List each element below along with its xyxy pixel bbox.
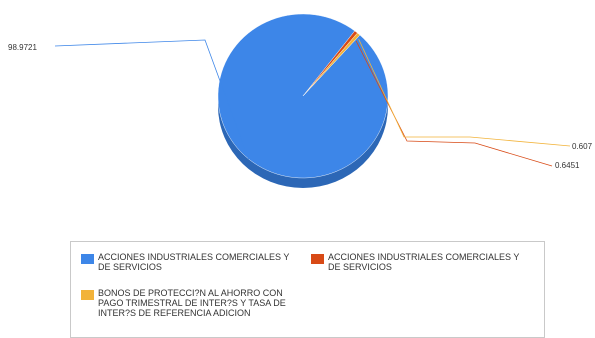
- legend-item-0: ACCIONES INDUSTRIALES COMERCIALES Y DE S…: [81, 252, 296, 272]
- chart-legend: ACCIONES INDUSTRIALES COMERCIALES Y DE S…: [70, 241, 545, 338]
- leader-line-0: [54, 39, 250, 160]
- pie-slice-2: [302, 32, 361, 97]
- legend-label-0: ACCIONES INDUSTRIALES COMERCIALES Y DE S…: [98, 252, 290, 272]
- leader-line-2: [358, 38, 571, 147]
- data-label-2: 0.607: [572, 142, 593, 151]
- leader-line-1: [355, 40, 553, 167]
- legend-swatch-2: [81, 290, 94, 300]
- legend-label-2: BONOS DE PROTECCI?N AL AHORRO CON PAGO T…: [98, 288, 286, 318]
- pie-chart: 98.9721 0.6451 0.607: [8, 13, 593, 188]
- data-label-0: 98.9721: [8, 43, 37, 52]
- legend-swatch-0: [81, 254, 94, 264]
- pie-slices: [217, 13, 389, 179]
- legend-item-1: ACCIONES INDUSTRIALES COMERCIALES Y DE S…: [311, 252, 526, 272]
- data-label-1: 0.6451: [555, 161, 580, 170]
- legend-swatch-1: [311, 254, 324, 264]
- leader-lines: [54, 38, 571, 167]
- legend-label-1: ACCIONES INDUSTRIALES COMERCIALES Y DE S…: [328, 252, 520, 272]
- legend-item-2: BONOS DE PROTECCI?N AL AHORRO CON PAGO T…: [81, 288, 286, 318]
